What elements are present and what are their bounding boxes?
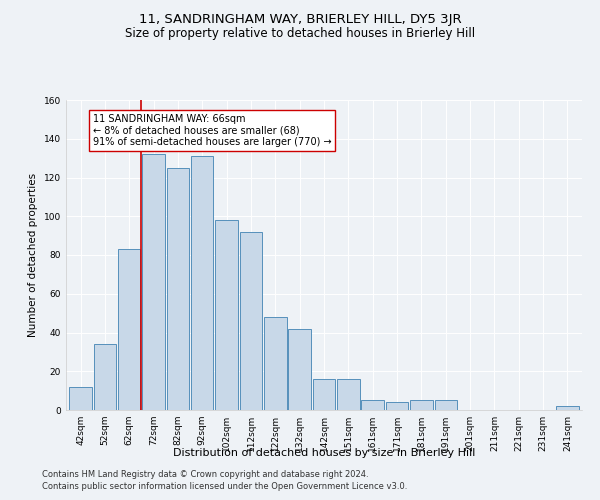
Bar — [556, 406, 578, 410]
Bar — [410, 400, 433, 410]
Bar — [167, 168, 189, 410]
Text: 11 SANDRINGHAM WAY: 66sqm
← 8% of detached houses are smaller (68)
91% of semi-d: 11 SANDRINGHAM WAY: 66sqm ← 8% of detach… — [93, 114, 331, 147]
Text: Size of property relative to detached houses in Brierley Hill: Size of property relative to detached ho… — [125, 28, 475, 40]
Bar — [240, 232, 262, 410]
Text: Contains public sector information licensed under the Open Government Licence v3: Contains public sector information licen… — [42, 482, 407, 491]
Bar — [386, 402, 408, 410]
Text: Distribution of detached houses by size in Brierley Hill: Distribution of detached houses by size … — [173, 448, 475, 458]
Bar — [434, 400, 457, 410]
Bar — [118, 249, 140, 410]
Bar — [289, 328, 311, 410]
Text: Contains HM Land Registry data © Crown copyright and database right 2024.: Contains HM Land Registry data © Crown c… — [42, 470, 368, 479]
Bar — [313, 379, 335, 410]
Bar — [191, 156, 214, 410]
Bar — [264, 317, 287, 410]
Bar — [70, 387, 92, 410]
Bar — [215, 220, 238, 410]
Bar — [142, 154, 165, 410]
Bar — [337, 379, 359, 410]
Bar — [94, 344, 116, 410]
Bar — [361, 400, 384, 410]
Text: 11, SANDRINGHAM WAY, BRIERLEY HILL, DY5 3JR: 11, SANDRINGHAM WAY, BRIERLEY HILL, DY5 … — [139, 12, 461, 26]
Y-axis label: Number of detached properties: Number of detached properties — [28, 173, 38, 337]
